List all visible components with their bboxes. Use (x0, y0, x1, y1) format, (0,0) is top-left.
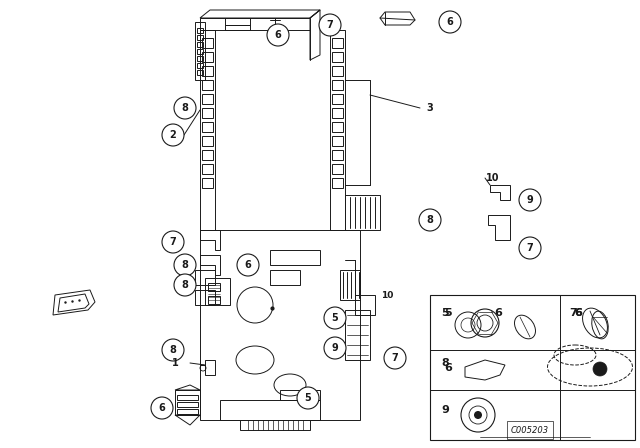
Circle shape (324, 337, 346, 359)
Circle shape (174, 274, 196, 296)
Text: 6: 6 (494, 308, 502, 318)
Text: 10: 10 (381, 290, 393, 300)
Text: C005203: C005203 (511, 426, 549, 435)
Text: 3: 3 (427, 103, 433, 113)
Text: 7: 7 (527, 243, 533, 253)
Text: 7: 7 (170, 237, 177, 247)
Circle shape (519, 189, 541, 211)
Text: 6: 6 (574, 308, 582, 318)
Text: 8: 8 (427, 215, 433, 225)
Text: 8: 8 (441, 358, 449, 368)
Text: 6: 6 (275, 30, 282, 40)
Circle shape (474, 411, 482, 419)
Circle shape (324, 307, 346, 329)
Circle shape (519, 237, 541, 259)
Circle shape (267, 24, 289, 46)
Text: 6: 6 (447, 17, 453, 27)
Circle shape (174, 254, 196, 276)
Circle shape (162, 339, 184, 361)
Text: 6: 6 (574, 308, 582, 318)
Circle shape (439, 11, 461, 33)
Circle shape (319, 14, 341, 36)
Text: 5: 5 (441, 308, 449, 318)
Text: 9: 9 (332, 343, 339, 353)
Text: 5: 5 (332, 313, 339, 323)
Circle shape (162, 124, 184, 146)
Circle shape (384, 347, 406, 369)
Text: 8: 8 (182, 280, 188, 290)
Text: 7: 7 (569, 308, 577, 318)
Text: 9: 9 (527, 195, 533, 205)
Text: 6: 6 (244, 260, 252, 270)
Circle shape (297, 387, 319, 409)
Text: 1: 1 (172, 358, 179, 368)
Text: 9: 9 (441, 405, 449, 415)
Text: 8: 8 (182, 260, 188, 270)
Text: 6: 6 (159, 403, 165, 413)
Text: 8: 8 (170, 345, 177, 355)
Text: 7: 7 (326, 20, 333, 30)
Circle shape (151, 397, 173, 419)
Text: 5: 5 (305, 393, 312, 403)
Circle shape (162, 231, 184, 253)
Text: 7: 7 (392, 353, 398, 363)
Text: 10: 10 (486, 173, 500, 183)
Text: 5: 5 (444, 308, 452, 318)
Circle shape (419, 209, 441, 231)
Text: 8: 8 (182, 103, 188, 113)
Text: 6: 6 (444, 363, 452, 373)
Circle shape (237, 254, 259, 276)
Circle shape (174, 97, 196, 119)
Text: 2: 2 (170, 130, 177, 140)
Circle shape (593, 362, 607, 376)
